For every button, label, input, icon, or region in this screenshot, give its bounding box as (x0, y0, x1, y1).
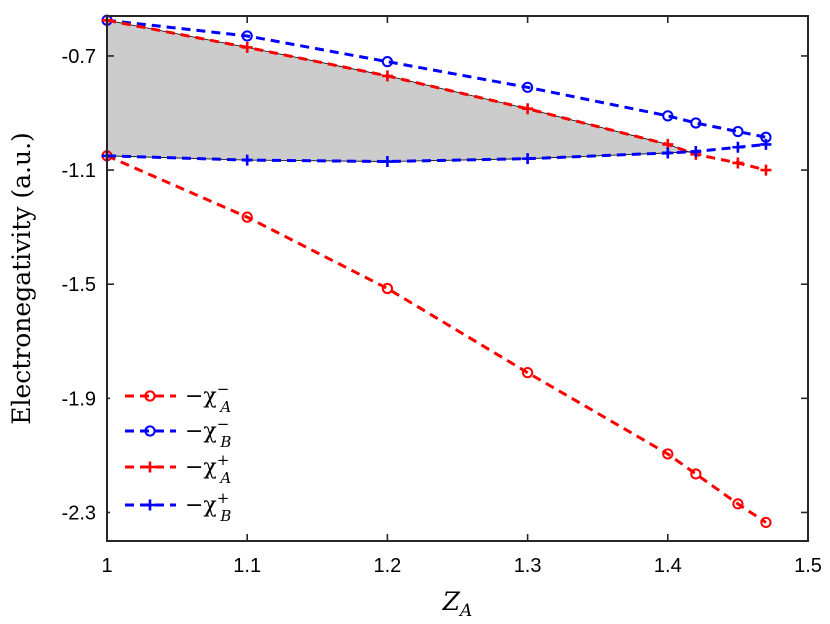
y-tick-label: -2.3 (62, 502, 96, 524)
data-point-2-2 (381, 70, 393, 82)
legend-item-3: −χ+ B (125, 489, 231, 525)
plot-frame (106, 15, 809, 542)
legend-label: −χ+ A (185, 451, 231, 487)
x-axis-title: ZA (442, 587, 473, 621)
x-tick-label: 1.3 (514, 555, 542, 577)
data-point-2-1 (241, 41, 253, 53)
data-point-3-5 (690, 146, 702, 158)
shaded-region (106, 19, 700, 162)
y-axis-title: Electronegativity (a.u.) (7, 132, 36, 425)
data-point-3-1 (241, 154, 253, 166)
legend-box (110, 372, 256, 532)
legend-label: −χ+ B (185, 489, 231, 525)
data-point-2-3 (522, 103, 534, 115)
y-tick-label: -0.7 (62, 46, 96, 68)
series-line-0 (106, 154, 767, 524)
data-point-1-3 (522, 81, 534, 93)
x-tick-label: 1.4 (654, 555, 682, 577)
x-tick-label: 1.5 (794, 555, 822, 577)
data-point-1-2 (381, 56, 393, 68)
x-tick-label: 1.2 (373, 555, 401, 577)
data-point-2-7 (760, 164, 772, 176)
data-point-0-1 (241, 211, 253, 223)
legend-item-0: −χ− A (125, 380, 231, 416)
y-tick-label: -1.1 (62, 160, 96, 182)
data-point-0-7 (760, 516, 772, 529)
y-tick-label: -1.5 (62, 274, 96, 296)
data-point-3-7 (760, 138, 772, 150)
data-point-0-5 (690, 468, 702, 480)
data-point-3-3 (522, 153, 534, 165)
legend-swatch-marker (144, 425, 156, 437)
data-point-1-6 (732, 125, 744, 138)
legend-label: −χ− B (185, 415, 231, 451)
data-point-0-3 (522, 367, 534, 379)
data-point-3-6 (732, 141, 744, 153)
series-line-2 (106, 18, 767, 172)
x-tick-label: 1.1 (233, 555, 261, 577)
data-point-3-2 (381, 156, 393, 168)
y-tick-label: -1.9 (62, 388, 96, 410)
legend-item-1: −χ− B (125, 415, 231, 451)
data-point-2-6 (732, 157, 744, 169)
legend-swatch-marker (144, 390, 156, 402)
data-point-0-4 (662, 448, 674, 460)
legend: −χ− A−χ− B−χ+ A−χ+ B (110, 372, 256, 532)
data-point-0-6 (732, 498, 744, 510)
x-tick-label: 1 (101, 555, 112, 577)
data-point-0-2 (381, 282, 393, 295)
legend-swatch-marker (144, 499, 156, 511)
legend-swatch-marker (144, 461, 156, 473)
data-point-1-1 (241, 30, 253, 42)
data-point-1-4 (662, 110, 674, 122)
data-point-3-4 (662, 147, 674, 159)
series-line-1 (106, 18, 767, 139)
legend-label: −χ− A (185, 380, 231, 416)
legend-item-2: −χ+ A (125, 451, 231, 487)
data-point-1-5 (690, 117, 702, 129)
